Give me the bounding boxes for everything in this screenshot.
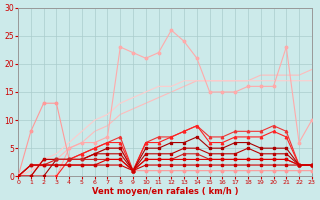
X-axis label: Vent moyen/en rafales ( km/h ): Vent moyen/en rafales ( km/h ) [92, 187, 238, 196]
